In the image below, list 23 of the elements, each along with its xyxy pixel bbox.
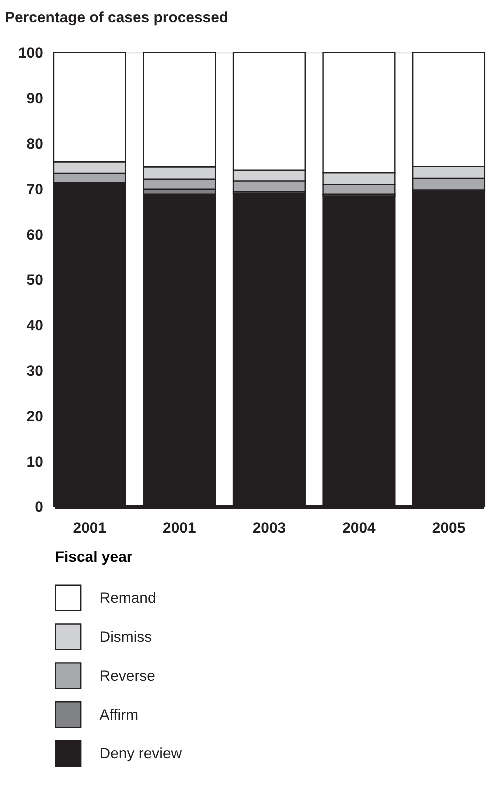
- x-tick-label: 2003: [252, 520, 286, 538]
- legend-label: Dismiss: [100, 628, 152, 646]
- legend-label: Deny review: [100, 746, 182, 763]
- y-tick-label: 80: [26, 136, 44, 153]
- legend-label: Reverse: [100, 668, 156, 685]
- legend-label: Remand: [100, 590, 156, 608]
- x-tick-label: 2004: [342, 520, 377, 538]
- y-tick-label: 20: [26, 408, 44, 426]
- x-tick-label: 2001: [73, 520, 107, 538]
- x-axis-title: Fiscal year: [55, 549, 133, 566]
- y-tick-label: 50: [26, 272, 44, 290]
- legend-label: Affirm: [100, 706, 139, 724]
- y-tick-label: 40: [26, 318, 44, 335]
- y-tick-label: 60: [26, 226, 44, 244]
- x-tick-label: 2005: [432, 520, 466, 538]
- y-tick-label: 90: [26, 90, 44, 108]
- y-tick-label: 70: [26, 181, 44, 198]
- y-tick-label: 0: [35, 499, 44, 516]
- y-tick-label: 10: [26, 454, 44, 471]
- y-tick-label: 30: [26, 363, 44, 380]
- x-tick-label: 2001: [163, 520, 196, 538]
- y-tick-label: 100: [18, 45, 44, 62]
- y-axis-title: Percentage of cases processed: [4, 10, 229, 27]
